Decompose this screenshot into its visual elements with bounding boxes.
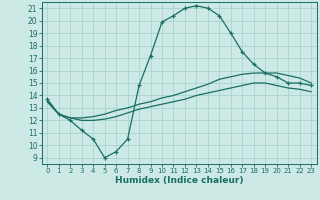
X-axis label: Humidex (Indice chaleur): Humidex (Indice chaleur) [115, 176, 244, 185]
